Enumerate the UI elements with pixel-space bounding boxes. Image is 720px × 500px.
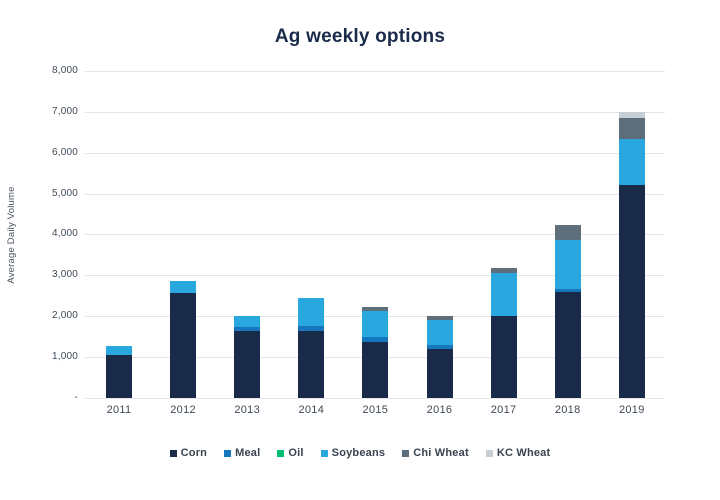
bar-2011 <box>106 345 132 398</box>
legend-label: Oil <box>288 447 304 459</box>
bar-segment-corn <box>426 348 453 398</box>
bar-segment-soybeans <box>554 239 581 289</box>
x-axis-tick-label: 2019 <box>618 404 645 416</box>
legend-label: KC Wheat <box>496 447 551 459</box>
x-axis-tick-label: 2013 <box>234 404 261 416</box>
gridline <box>85 193 665 195</box>
bar-2015 <box>362 307 389 398</box>
bar-2018 <box>554 225 581 398</box>
bar-segment-soybeans <box>234 316 261 328</box>
bar-segment-soybeans <box>618 139 645 186</box>
y-axis-tick-label: 2,000 <box>51 310 78 322</box>
bar-segment-corn <box>362 341 389 398</box>
legend-swatch <box>277 449 285 457</box>
bar-segment-meal <box>362 336 389 342</box>
legend-item-corn: Corn <box>169 447 208 459</box>
x-axis-tick-label: 2015 <box>362 404 389 416</box>
bar-segment-soybeans <box>170 281 197 293</box>
x-axis-tick-label: 2017 <box>490 404 517 416</box>
bar-segment-chi-wheat <box>618 117 645 140</box>
bar-segment-meal <box>426 344 453 349</box>
y-axis-tick-label: 7,000 <box>51 105 78 117</box>
bar-segment-chi-wheat <box>554 225 581 240</box>
bar-segment-corn <box>106 355 132 398</box>
bar-2017 <box>490 268 517 398</box>
legend: Corn Meal Oil Soybeans Chi Wheat KC Wheat <box>0 447 720 459</box>
legend-label: Corn <box>180 447 208 459</box>
gridline <box>85 275 665 277</box>
bar-segment-soybeans <box>106 345 132 356</box>
y-axis-tick-label: 5,000 <box>51 187 78 199</box>
bar-segment-corn <box>618 185 645 398</box>
bar-2012 <box>170 281 197 398</box>
bar-segment-corn <box>234 330 261 398</box>
bar-segment-meal <box>554 288 581 292</box>
y-axis-tick-label: 4,000 <box>51 228 78 240</box>
legend-swatch <box>224 449 232 457</box>
x-axis-tick-label: 2018 <box>554 404 581 416</box>
bar-segment-soybeans <box>298 297 325 327</box>
y-axis-tick-label: 6,000 <box>51 146 78 158</box>
legend-swatch <box>169 449 177 457</box>
y-axis-tick-label: 3,000 <box>51 269 78 281</box>
bar-segment-chi-wheat <box>426 316 453 321</box>
bar-segment-chi-wheat <box>362 307 389 312</box>
bar-segment-soybeans <box>362 311 389 337</box>
bar-segment-corn <box>298 330 325 398</box>
bar-2014 <box>298 297 325 398</box>
bar-2016 <box>426 316 453 398</box>
legend-swatch <box>402 449 410 457</box>
gridline <box>85 398 665 399</box>
x-axis-tick-label: 2011 <box>106 404 132 416</box>
gridline <box>85 70 665 72</box>
legend-item-soybeans: Soybeans <box>320 447 386 459</box>
legend-swatch <box>485 449 493 457</box>
legend-item-chi-wheat: Chi Wheat <box>402 447 469 459</box>
legend-label: Meal <box>235 447 261 459</box>
x-axis-tick-label: 2014 <box>298 404 325 416</box>
legend-swatch <box>320 449 328 457</box>
gridline <box>85 111 665 113</box>
legend-label: Soybeans <box>331 447 386 459</box>
y-axis-tick-label: 1,000 <box>51 351 78 363</box>
x-axis-tick-label: 2012 <box>170 404 196 416</box>
bar-segment-chi-wheat <box>490 268 517 274</box>
bar-segment-kc-wheat <box>618 111 645 118</box>
bar-segment-corn <box>490 316 517 398</box>
bar-segment-soybeans <box>490 273 517 317</box>
bar-2013 <box>234 316 261 398</box>
bar-segment-corn <box>554 291 581 398</box>
y-axis-title: Average Daily Volume <box>6 186 17 284</box>
gridline <box>85 152 665 154</box>
legend-item-meal: Meal <box>224 447 260 459</box>
bar-segment-meal <box>298 326 325 331</box>
x-axis-tick-label: 2016 <box>426 404 453 416</box>
y-axis-tick-label: 8,000 <box>51 64 78 76</box>
legend-item-kc-wheat: KC Wheat <box>485 447 551 459</box>
bar-segment-corn <box>170 292 197 398</box>
bar-segment-soybeans <box>426 320 453 345</box>
gridline <box>85 234 665 236</box>
y-axis-tick-label: - <box>74 392 78 403</box>
chart-title: Ag weekly options <box>274 26 446 47</box>
legend-label: Chi Wheat <box>413 447 469 459</box>
legend-item-oil: Oil <box>277 447 303 459</box>
bar-2019 <box>618 111 645 398</box>
bar-segment-meal <box>234 327 261 331</box>
